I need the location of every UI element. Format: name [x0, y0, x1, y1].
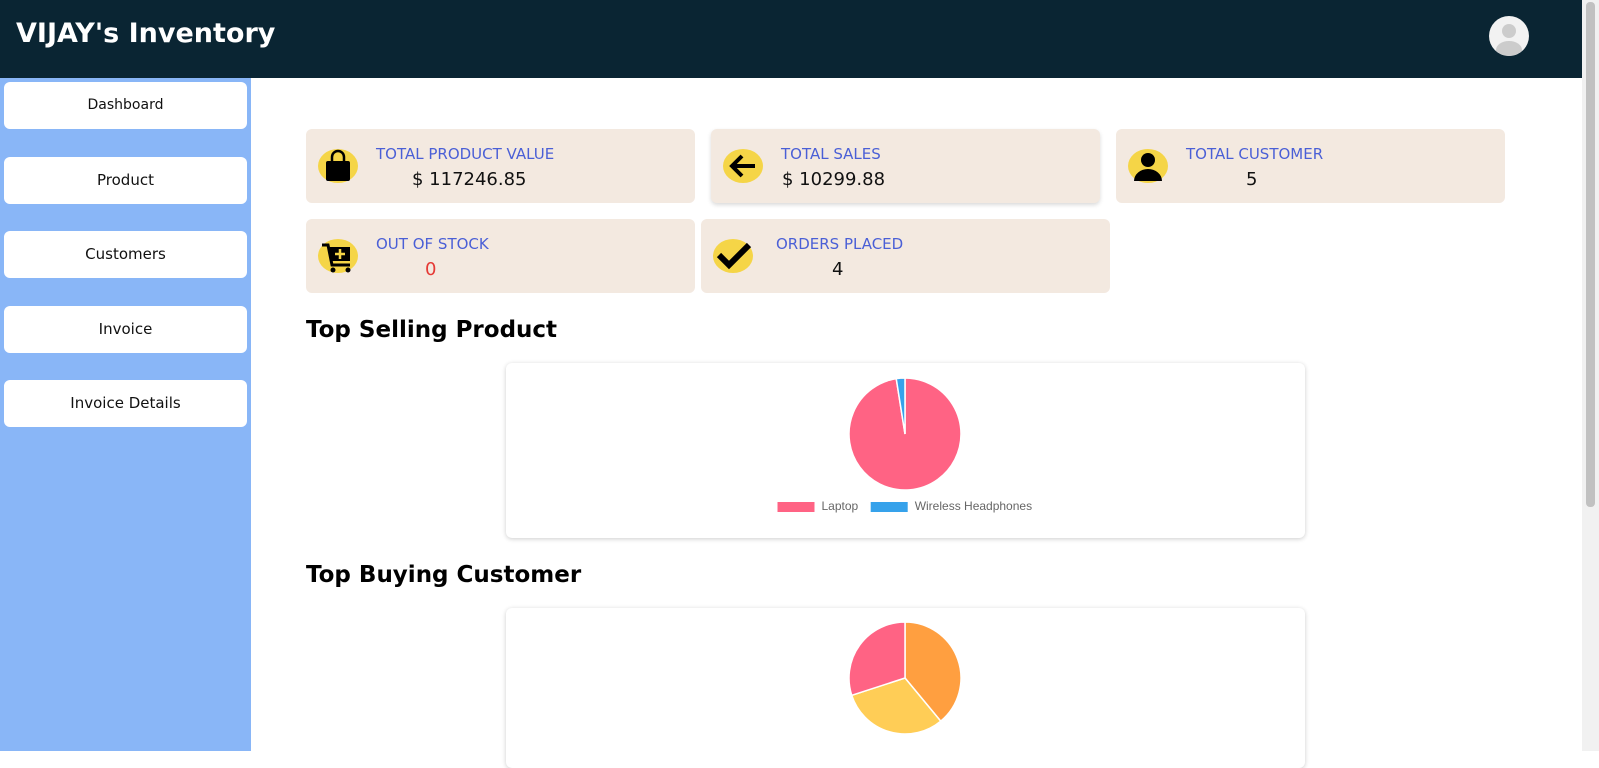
icon: [318, 239, 358, 273]
card-value: 0: [425, 259, 437, 280]
stat-card: TOTAL PRODUCT VALUE $ 117246.85: [306, 129, 695, 203]
menu-item[interactable]: Invoice: [4, 306, 247, 353]
section-title: Top Selling Product: [306, 317, 558, 343]
icon: [713, 239, 753, 273]
card-label: TOTAL PRODUCT VALUE: [376, 145, 555, 163]
chart-card: Laptop Wireless Headphones: [506, 363, 1305, 538]
avatar[interactable]: [1489, 16, 1529, 56]
card-label: OUT OF STOCK: [376, 235, 489, 253]
pie-chart: [848, 621, 962, 735]
menu-item[interactable]: Dashboard: [4, 82, 247, 129]
legend-swatch: [777, 502, 815, 512]
card-value: $ 10299.88: [782, 169, 886, 190]
stat-card: TOTAL CUSTOMER 5: [1116, 129, 1505, 203]
card-value: $ 117246.85: [412, 169, 527, 190]
pie-slice: [850, 677, 942, 735]
icon: [1128, 149, 1168, 183]
legend-swatch: [870, 502, 908, 512]
page: VIJAY's Inventory Dashboard Product Cust…: [0, 0, 1599, 751]
icon: [318, 149, 358, 183]
legend-label: Wireless Headphones: [915, 499, 1032, 513]
menu-item[interactable]: Customers: [4, 231, 247, 278]
scrollbar[interactable]: [1582, 0, 1599, 751]
chart-card: [506, 608, 1305, 768]
sidebar: Dashboard Product Customers Invoice Invo…: [0, 78, 251, 751]
legend-label: Laptop: [822, 499, 859, 513]
card-label: ORDERS PLACED: [776, 235, 904, 253]
card-label: TOTAL SALES: [781, 145, 881, 163]
card-value: 4: [832, 259, 844, 280]
card-value: 5: [1246, 169, 1258, 190]
menu-item[interactable]: Product: [4, 157, 247, 204]
header: VIJAY's Inventory: [0, 0, 1599, 78]
stat-card: TOTAL SALES $ 10299.88: [711, 129, 1100, 203]
menu-item[interactable]: Invoice Details: [4, 380, 247, 427]
icon: [723, 149, 763, 183]
pie-slice: [848, 621, 906, 697]
scroll-thumb[interactable]: [1586, 2, 1595, 507]
pie-slice: [904, 621, 962, 723]
pie-slice: [895, 377, 906, 435]
card-label: TOTAL CUSTOMER: [1186, 145, 1324, 163]
section-title: Top Buying Customer: [306, 562, 582, 588]
pie-chart: Laptop Wireless Headphones: [777, 377, 1032, 513]
stat-card: ORDERS PLACED 4: [701, 219, 1110, 293]
app-title: VIJAY's Inventory: [16, 18, 276, 49]
stat-card: OUT OF STOCK 0: [306, 219, 695, 293]
